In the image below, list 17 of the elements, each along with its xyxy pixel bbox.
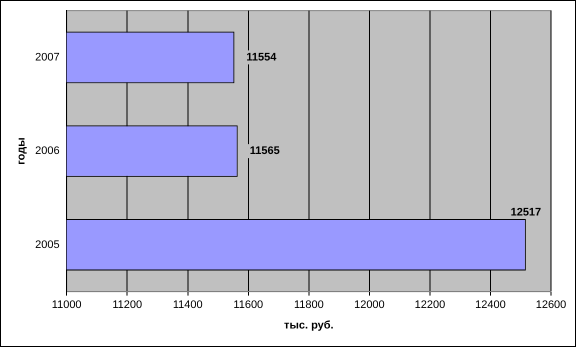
- x-tick-label: 12000: [354, 299, 385, 312]
- data-label: 11554: [246, 51, 278, 64]
- x-tick-label: 11000: [52, 299, 82, 312]
- x-tick-label: 11400: [172, 299, 203, 312]
- y-tick-label: 2007: [35, 51, 60, 64]
- y-tick-label: 2006: [35, 145, 60, 158]
- x-tick-label: 11200: [112, 299, 142, 312]
- x-axis-title: тыс. руб.: [284, 319, 334, 332]
- x-tick-label: 11600: [233, 299, 264, 312]
- x-tick-label: 12600: [536, 299, 566, 312]
- data-label: 12517: [510, 206, 542, 219]
- data-label: 11565: [250, 145, 280, 158]
- y-tick-label: 2005: [35, 238, 60, 251]
- y-axis-title: годы: [16, 137, 28, 165]
- x-tick-label: 11800: [294, 299, 324, 312]
- x-tick-label: 12200: [414, 299, 446, 312]
- x-tick-label: 12400: [475, 299, 506, 312]
